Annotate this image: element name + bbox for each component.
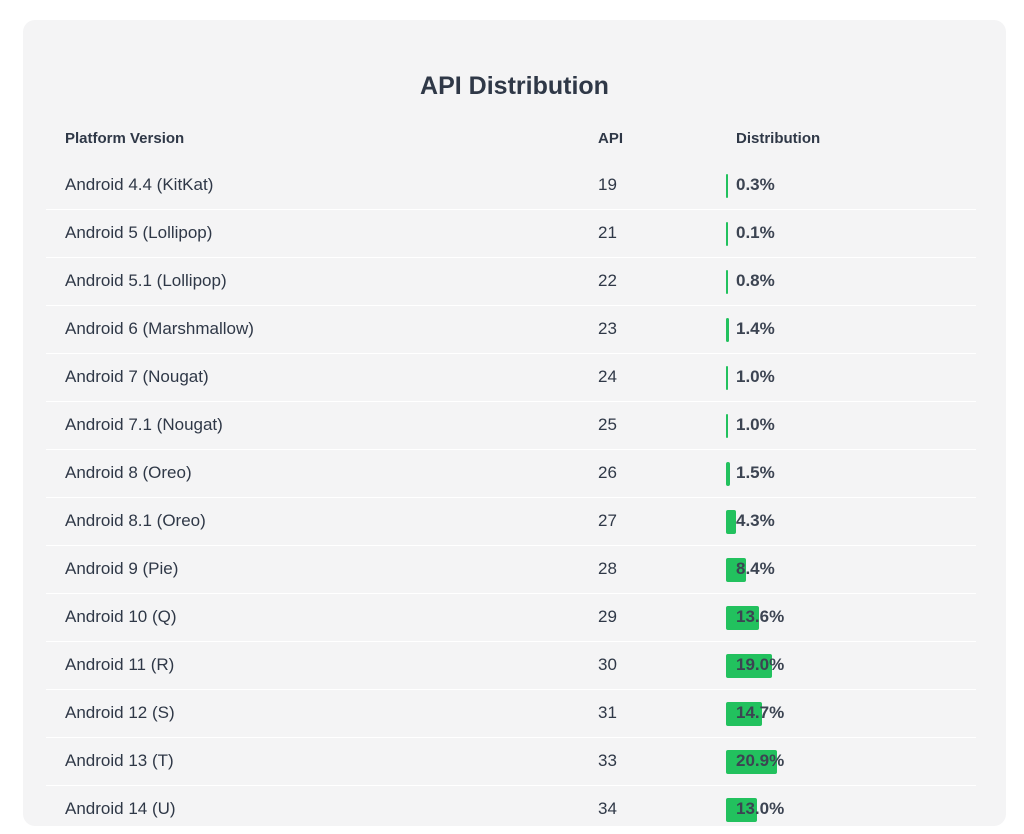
platform-version-cell: Android 5 (Lollipop) (65, 223, 213, 242)
table-row: Android 7.1 (Nougat) 25 1.0% (46, 402, 976, 450)
platform-version-cell: Android 5.1 (Lollipop) (65, 271, 227, 290)
distribution-bar (726, 270, 728, 294)
distribution-label: 19.0% (736, 655, 785, 674)
api-level-cell: 26 (598, 463, 617, 482)
platform-version-cell: Android 8 (Oreo) (65, 463, 192, 482)
platform-version-cell: Android 4.4 (KitKat) (65, 175, 214, 194)
platform-version-cell: Android 12 (S) (65, 703, 175, 722)
api-level-cell: 27 (598, 511, 617, 530)
api-level-cell: 24 (598, 367, 617, 386)
column-header-distribution: Distribution (736, 130, 821, 147)
table-row: Android 6 (Marshmallow) 23 1.4% (46, 306, 976, 354)
api-level-cell: 29 (598, 607, 617, 626)
api-level-cell: 31 (598, 703, 617, 722)
distribution-bar (726, 462, 730, 486)
table-header: Platform Version API Distribution (46, 130, 976, 152)
platform-version-cell: Android 11 (R) (65, 655, 175, 674)
table-row: Android 10 (Q) 29 13.6% (46, 594, 976, 642)
api-level-cell: 30 (598, 655, 617, 674)
distribution-label: 4.3% (736, 511, 775, 530)
platform-version-cell: Android 7.1 (Nougat) (65, 415, 223, 434)
distribution-label: 20.9% (736, 751, 785, 770)
distribution-label: 1.4% (736, 319, 775, 338)
distribution-bar (726, 798, 758, 822)
table-row: Android 5.1 (Lollipop) 22 0.8% (46, 258, 976, 306)
distribution-bar (726, 750, 777, 774)
distribution-label: 0.1% (736, 223, 775, 242)
distribution-bar (726, 510, 737, 534)
api-level-cell: 33 (598, 751, 617, 770)
platform-version-cell: Android 6 (Marshmallow) (65, 319, 254, 338)
table-row: Android 9 (Pie) 28 8.4% (46, 546, 976, 594)
distribution-bar (726, 318, 730, 342)
column-header-platform: Platform Version (65, 130, 185, 147)
table-row: Android 8 (Oreo) 26 1.5% (46, 450, 976, 498)
platform-version-cell: Android 9 (Pie) (65, 559, 179, 578)
distribution-bar (726, 366, 729, 390)
table-row: Android 13 (T) 33 20.9% (46, 738, 976, 786)
table-row: Android 12 (S) 31 14.7% (46, 690, 976, 738)
table-body: Android 4.4 (KitKat) 19 0.3% Android 5 (Lol… (46, 162, 976, 834)
table-row: Android 11 (R) 30 19.0% (46, 642, 976, 690)
api-level-cell: 19 (598, 175, 617, 194)
distribution-label: 8.4% (736, 559, 775, 578)
platform-version-cell: Android 7 (Nougat) (65, 367, 209, 386)
distribution-card: API Distribution Platform Version API Di… (23, 20, 1006, 834)
api-level-cell: 21 (598, 223, 617, 242)
platform-version-cell: Android 14 (U) (65, 799, 176, 818)
api-level-cell: 23 (598, 319, 617, 338)
distribution-bar (726, 606, 759, 630)
distribution-bar (726, 414, 729, 438)
table-row: Android 7 (Nougat) 24 1.0% (46, 354, 976, 402)
distribution-label: 13.0% (736, 799, 785, 818)
distribution-bar (726, 174, 728, 198)
api-level-cell: 22 (598, 271, 617, 290)
distribution-label: 1.0% (736, 415, 775, 434)
table-row: Android 8.1 (Oreo) 27 4.3% (46, 498, 976, 546)
distribution-label: 0.8% (736, 271, 775, 290)
table-row: Android 5 (Lollipop) 21 0.1% (46, 210, 976, 258)
distribution-label: 1.5% (736, 463, 775, 482)
platform-version-cell: Android 8.1 (Oreo) (65, 511, 206, 530)
distribution-label: 13.6% (736, 607, 785, 626)
distribution-bar (726, 558, 747, 582)
distribution-label: 1.0% (736, 367, 775, 386)
table-row: Android 4.4 (KitKat) 19 0.3% (46, 162, 976, 210)
platform-version-cell: Android 10 (Q) (65, 607, 177, 626)
distribution-label: 0.3% (736, 175, 775, 194)
column-header-api: API (598, 130, 624, 147)
distribution-bar (726, 702, 762, 726)
distribution-label: 14.7% (736, 703, 785, 722)
api-level-cell: 28 (598, 559, 617, 578)
page-title: API Distribution (420, 72, 609, 100)
platform-version-cell: Android 13 (T) (65, 751, 174, 770)
table-row: Android 14 (U) 34 13.0% (46, 786, 976, 834)
distribution-bar (726, 654, 772, 678)
api-level-cell: 34 (598, 799, 617, 818)
api-level-cell: 25 (598, 415, 617, 434)
distribution-bar (726, 222, 728, 246)
